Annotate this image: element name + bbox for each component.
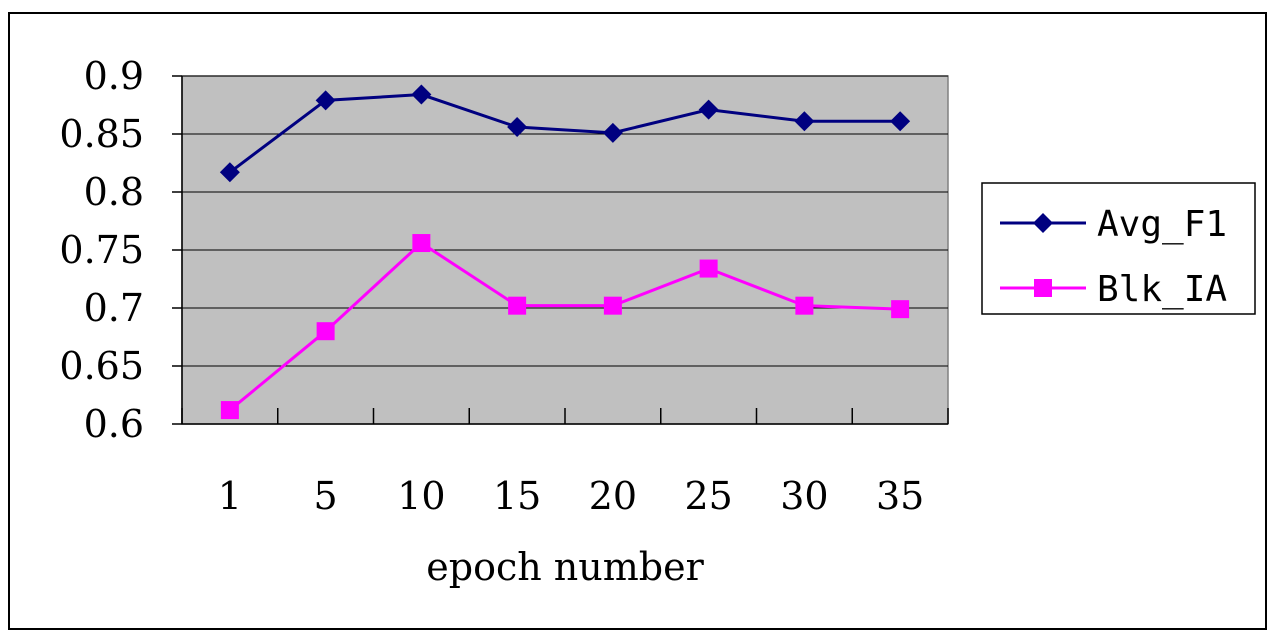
x-tick-label: 20 bbox=[589, 474, 637, 518]
data-point-square bbox=[699, 259, 718, 278]
y-tick-label: 0.8 bbox=[84, 170, 144, 214]
x-tick-label: 1 bbox=[218, 474, 242, 518]
series-layer bbox=[219, 84, 911, 420]
x-axis-title: epoch number bbox=[426, 545, 704, 589]
x-tick-label: 35 bbox=[876, 474, 924, 518]
legend-marker-square-icon bbox=[1034, 279, 1052, 297]
data-point-diamond bbox=[794, 111, 815, 132]
data-point-diamond bbox=[890, 111, 911, 132]
y-tick-label: 0.9 bbox=[84, 54, 144, 98]
y-tick-labels: 0.9 0.85 0.8 0.75 0.7 0.65 0.6 bbox=[59, 54, 144, 446]
y-tick-label: 0.75 bbox=[59, 228, 144, 272]
data-point-square bbox=[316, 322, 335, 341]
data-point-diamond bbox=[219, 162, 240, 183]
data-point-diamond bbox=[507, 117, 528, 138]
y-tick-label: 0.7 bbox=[84, 286, 144, 330]
data-point-diamond bbox=[698, 99, 719, 120]
legend-box bbox=[981, 182, 1256, 315]
data-point-square bbox=[795, 296, 814, 315]
x-tick-label: 10 bbox=[397, 474, 445, 518]
data-point-square bbox=[220, 401, 239, 420]
gridlines bbox=[182, 75, 948, 367]
series-line-avg-f1 bbox=[228, 93, 901, 174]
legend-label-blk-ia: Blk_IA bbox=[1097, 269, 1227, 310]
x-tick-label: 5 bbox=[314, 474, 338, 518]
data-point-diamond bbox=[602, 122, 623, 143]
x-tick-label: 15 bbox=[493, 474, 541, 518]
legend-marker-diamond-icon bbox=[1033, 213, 1053, 233]
data-point-square bbox=[891, 300, 910, 319]
data-point-square bbox=[412, 234, 431, 253]
data-point-diamond bbox=[411, 84, 432, 105]
series-line-blk-ia bbox=[228, 241, 901, 412]
y-tick-marks bbox=[172, 75, 182, 425]
legend: Avg_F1 Blk_IA bbox=[981, 182, 1256, 315]
y-tick-label: 0.65 bbox=[59, 344, 144, 388]
data-point-square bbox=[508, 296, 527, 315]
x-tick-label: 25 bbox=[684, 474, 732, 518]
y-tick-label: 0.85 bbox=[59, 112, 144, 156]
data-point-diamond bbox=[315, 90, 336, 111]
x-tick-label: 30 bbox=[780, 474, 828, 518]
legend-label-avg-f1: Avg_F1 bbox=[1097, 204, 1227, 245]
y-tick-label: 0.6 bbox=[84, 402, 144, 446]
x-tick-marks bbox=[181, 408, 949, 424]
x-tick-labels: 1 5 10 15 20 25 30 35 bbox=[218, 474, 925, 518]
data-point-square bbox=[603, 296, 622, 315]
